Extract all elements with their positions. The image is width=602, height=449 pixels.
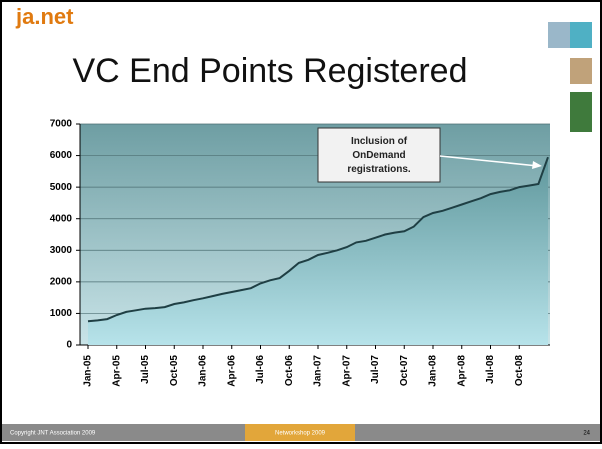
x-tick-label: Oct-05 bbox=[169, 355, 180, 387]
footer: Copyright JNT Association 2009 Networksh… bbox=[2, 424, 600, 441]
y-tick-label: 4000 bbox=[50, 213, 73, 224]
footer-event: Networkshop 2009 bbox=[275, 431, 326, 437]
x-tick-label: Jan-08 bbox=[428, 355, 439, 387]
y-tick-label: 0 bbox=[66, 340, 72, 351]
x-tick-label: Oct-08 bbox=[514, 355, 525, 387]
slide: ja.net VC End Points Registered 0 1000 200… bbox=[0, 0, 602, 444]
x-tick-label: Apr-06 bbox=[226, 355, 237, 387]
y-tick-label: 6000 bbox=[50, 150, 73, 161]
y-tick-label: 5000 bbox=[50, 182, 73, 193]
x-tick-label: Apr-08 bbox=[456, 355, 467, 387]
y-tick-label: 7000 bbox=[50, 119, 73, 130]
x-tick-label: Jan-06 bbox=[198, 355, 209, 387]
slide-title: VC End Points Registered bbox=[73, 52, 468, 90]
x-tick-label: Jan-05 bbox=[83, 355, 94, 387]
x-tick-label: Jan-07 bbox=[313, 355, 324, 387]
x-tick-label: Jul-05 bbox=[140, 355, 151, 384]
y-tick-label: 3000 bbox=[50, 245, 73, 256]
x-tick-label: Oct-07 bbox=[399, 355, 410, 387]
y-tick-label: 2000 bbox=[50, 276, 73, 287]
x-tick-label: Oct-06 bbox=[284, 355, 295, 387]
x-tick-label: Jul-06 bbox=[255, 355, 266, 384]
x-tick-label: Jul-08 bbox=[485, 355, 496, 384]
logo: ja.net bbox=[15, 4, 74, 29]
x-tick-label: Apr-05 bbox=[111, 355, 122, 387]
footer-copyright: Copyright JNT Association 2009 bbox=[10, 431, 96, 437]
y-tick-label: 1000 bbox=[50, 308, 73, 319]
x-tick-label: Apr-07 bbox=[341, 355, 352, 387]
page-number: 24 bbox=[583, 431, 590, 437]
x-tick-label: Jul-07 bbox=[370, 355, 381, 384]
